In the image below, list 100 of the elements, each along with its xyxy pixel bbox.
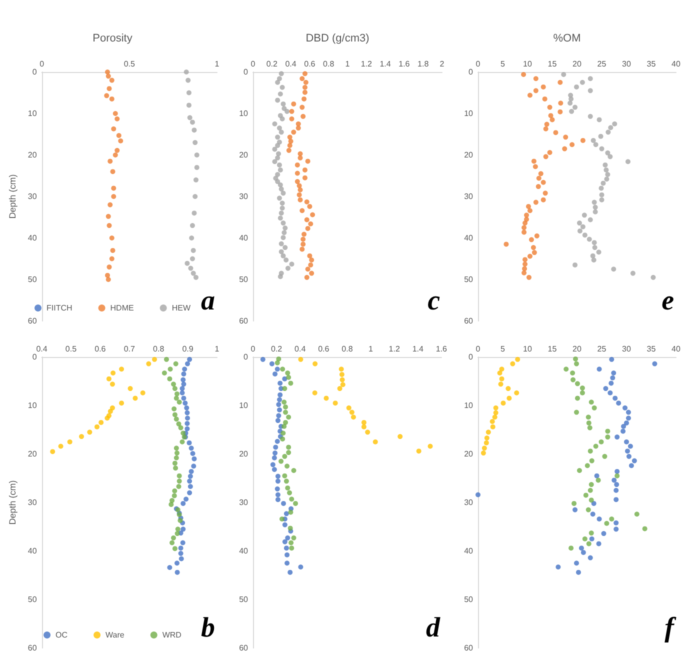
x-tick-label: 25 <box>597 60 607 68</box>
x-tick-label: 0.7 <box>124 344 136 354</box>
legend-label: Ware <box>106 630 125 640</box>
y-tick-label: 0 <box>32 352 38 362</box>
x-tick-label: 1 <box>214 60 220 68</box>
legend-label: HDME <box>110 304 134 312</box>
y-tick-label: 20 <box>239 450 249 458</box>
x-tick-label: 0.9 <box>182 344 194 354</box>
chart-title: DBD (g/cm3) <box>306 32 370 44</box>
x-tick-label: 20 <box>572 60 582 68</box>
y-tick-label: 50 <box>464 595 474 604</box>
y-tick-label: 0 <box>468 352 474 362</box>
legend-label: FIITCH <box>46 304 72 312</box>
y-axis-title: Depth (cm) <box>8 174 18 219</box>
y-tick-label: 40 <box>464 546 474 556</box>
x-tick-label: 30 <box>622 60 632 68</box>
y-tick-label: 10 <box>239 109 249 118</box>
x-tick-label: 5 <box>500 344 506 354</box>
y-tick-label: 40 <box>464 234 474 242</box>
x-tick-label: 40 <box>672 344 681 354</box>
x-tick-label: 10 <box>523 60 532 68</box>
y-tick-label: 60 <box>28 316 38 326</box>
x-tick-label: 1.4 <box>412 344 424 354</box>
y-tick-label: 40 <box>239 234 249 242</box>
legend-label: HEW <box>172 304 191 312</box>
annotation: c <box>428 286 441 316</box>
y-tick-label: 10 <box>28 401 38 410</box>
x-tick-label: 15 <box>548 344 558 354</box>
x-tick-label: 1.8 <box>418 60 430 68</box>
annotation: f <box>664 612 677 644</box>
y-tick-label: 30 <box>464 192 474 201</box>
annotation: d <box>426 612 441 644</box>
x-tick-label: 20 <box>572 344 582 354</box>
y-tick-label: 10 <box>28 109 38 118</box>
y-tick-label: 20 <box>239 150 249 160</box>
y-tick-label: 0 <box>244 68 249 76</box>
x-tick-label: 1 <box>214 344 220 354</box>
x-tick-label: 40 <box>672 60 681 68</box>
x-tick-label: 0 <box>250 344 256 354</box>
y-tick-label: 40 <box>239 546 249 556</box>
y-tick-label: 60 <box>28 644 38 652</box>
y-tick-label: 40 <box>28 546 38 556</box>
legend-label: OC <box>56 630 68 640</box>
x-tick-label: 10 <box>523 344 532 354</box>
y-tick-label: 0 <box>468 68 474 76</box>
y-axis-title: Depth (cm) <box>8 480 18 525</box>
y-tick-label: 10 <box>464 401 474 410</box>
x-tick-label: 0.8 <box>153 344 165 354</box>
x-tick-label: 25 <box>597 344 607 354</box>
x-tick-label: 0.2 <box>270 344 283 354</box>
y-tick-label: 20 <box>464 450 474 458</box>
x-tick-label: 15 <box>548 60 558 68</box>
annotation: e <box>662 286 674 316</box>
y-tick-label: 60 <box>464 644 474 652</box>
y-tick-label: 30 <box>28 192 38 201</box>
chart-title: Porosity <box>92 32 133 44</box>
x-tick-label: 1.4 <box>380 60 392 68</box>
y-tick-label: 0 <box>32 68 38 76</box>
y-tick-label: 30 <box>239 192 249 201</box>
y-tick-label: 30 <box>28 498 38 507</box>
x-tick-label: 30 <box>622 344 632 354</box>
x-tick-label: 0.6 <box>94 344 106 354</box>
x-tick-label: 0.4 <box>36 344 48 354</box>
y-tick-label: 50 <box>464 275 474 284</box>
x-tick-label: 1.6 <box>398 60 410 68</box>
x-tick-label: 0.6 <box>318 344 330 354</box>
x-tick-label: 0.8 <box>342 344 354 354</box>
y-tick-label: 50 <box>28 595 38 604</box>
x-tick-label: 2 <box>440 60 445 68</box>
x-tick-label: 0.5 <box>65 344 78 354</box>
y-tick-label: 0 <box>244 352 249 362</box>
y-tick-label: 60 <box>239 316 249 326</box>
y-tick-label: 50 <box>239 595 249 604</box>
chart-title: %OM <box>553 32 581 44</box>
y-tick-label: 10 <box>239 401 249 410</box>
y-tick-label: 30 <box>239 498 249 507</box>
legend-label: WRD <box>162 630 182 640</box>
x-tick-label: 0 <box>250 60 256 68</box>
annotation: b <box>201 612 215 644</box>
x-tick-label: 1.6 <box>436 344 448 354</box>
x-tick-label: 1 <box>368 344 374 354</box>
x-tick-label: 1.2 <box>388 344 400 354</box>
y-tick-label: 50 <box>239 275 249 284</box>
x-tick-label: 0.8 <box>323 60 335 68</box>
x-tick-label: 1.2 <box>360 60 373 68</box>
y-tick-label: 50 <box>28 275 38 284</box>
x-tick-label: 0.6 <box>304 60 316 68</box>
x-tick-label: 0 <box>476 60 481 68</box>
x-tick-label: 0.2 <box>266 60 278 68</box>
x-tick-label: 1 <box>345 60 350 68</box>
y-tick-label: 20 <box>464 150 474 160</box>
y-tick-label: 20 <box>28 150 38 160</box>
y-tick-label: 10 <box>464 109 474 118</box>
y-tick-label: 30 <box>464 498 474 507</box>
x-tick-label: 0.4 <box>285 60 297 68</box>
x-tick-label: 0.4 <box>294 344 306 354</box>
x-tick-label: 35 <box>646 344 656 354</box>
x-tick-label: 5 <box>500 60 506 68</box>
x-tick-label: 35 <box>646 60 656 68</box>
x-tick-label: 0.5 <box>124 60 136 68</box>
